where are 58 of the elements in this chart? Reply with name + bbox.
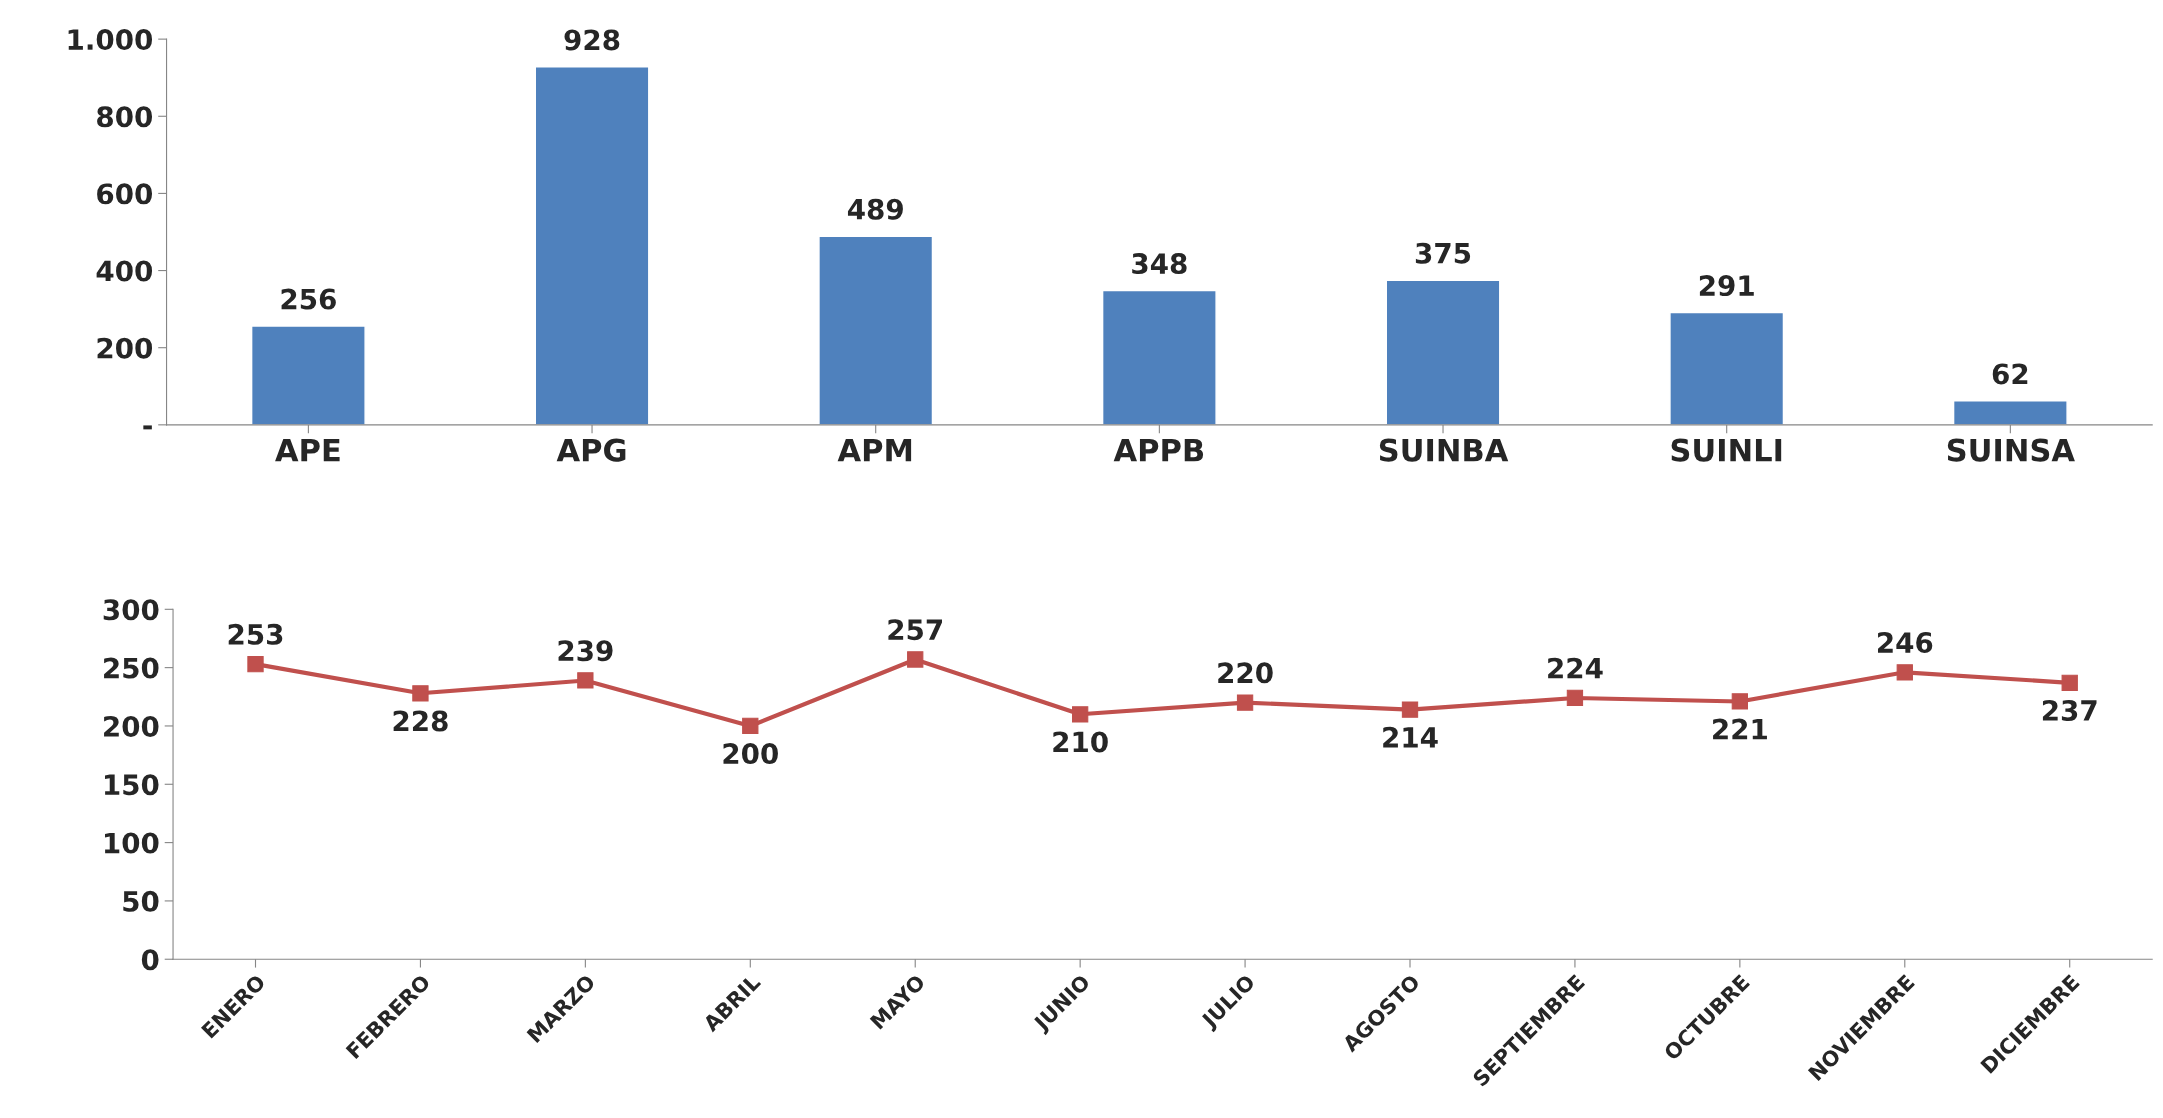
x-tick-label: APPB [1113, 438, 1204, 462]
x-tick-label: APE [275, 438, 340, 462]
data-label: 210 [1053, 731, 1108, 753]
y-tick-label: 600 [97, 183, 153, 205]
point [1896, 664, 1913, 681]
point [2061, 674, 2078, 691]
point [1071, 706, 1089, 723]
data-label: 237 [2042, 699, 2097, 721]
bar [534, 66, 650, 425]
point [907, 651, 924, 668]
point [742, 717, 759, 735]
bar [818, 235, 934, 425]
y-tick-label: 250 [104, 657, 159, 679]
data-label: 291 [1699, 275, 1754, 297]
x-tick-label: SUINLI [1671, 438, 1782, 462]
data-label: 928 [564, 29, 620, 51]
bar [250, 325, 366, 425]
point [1236, 694, 1254, 711]
x-tick-label: APG [556, 438, 626, 462]
data-label: 239 [558, 640, 613, 662]
y-tick-label: 200 [97, 337, 153, 359]
data-label: 228 [393, 710, 448, 732]
y-tick-label: 100 [105, 832, 159, 854]
y-tick-label: 150 [105, 774, 159, 796]
y-tick-label: 300 [103, 599, 159, 621]
data-label: 489 [847, 198, 903, 220]
bar [1385, 279, 1501, 425]
point [412, 685, 429, 702]
point [1566, 689, 1584, 707]
bar [1952, 400, 2068, 425]
data-label: 257 [888, 619, 942, 641]
point [247, 655, 264, 673]
data-label: 253 [228, 623, 283, 645]
data-label: 256 [281, 288, 336, 310]
data-label: 221 [1713, 718, 1767, 740]
x-tick-label: APM [837, 438, 912, 462]
y-tick-label: 400 [96, 260, 153, 282]
data-label: 220 [1218, 662, 1273, 684]
y-tick-label: 200 [104, 715, 159, 737]
data-label: 348 [1132, 253, 1187, 275]
y-tick-label: 800 [97, 106, 153, 128]
data-label: 200 [723, 743, 778, 765]
bar [1669, 311, 1785, 425]
point [1731, 693, 1749, 710]
y-tick-label: - [143, 425, 152, 430]
point [1401, 701, 1419, 718]
x-tick-label: SUINSA [1947, 438, 2075, 462]
x-tick-label: SUINBA [1379, 438, 1509, 462]
y-tick-label: 1.000 [68, 29, 153, 51]
data-label: 62 [1992, 363, 2028, 385]
point [577, 672, 594, 689]
bar [1101, 289, 1217, 425]
data-label: 224 [1548, 657, 1603, 679]
data-label: 246 [1878, 632, 1933, 654]
y-tick-label: 0 [141, 949, 159, 971]
data-label: 214 [1383, 726, 1438, 748]
data-label: 375 [1415, 242, 1471, 264]
y-tick-label: 50 [123, 890, 159, 912]
